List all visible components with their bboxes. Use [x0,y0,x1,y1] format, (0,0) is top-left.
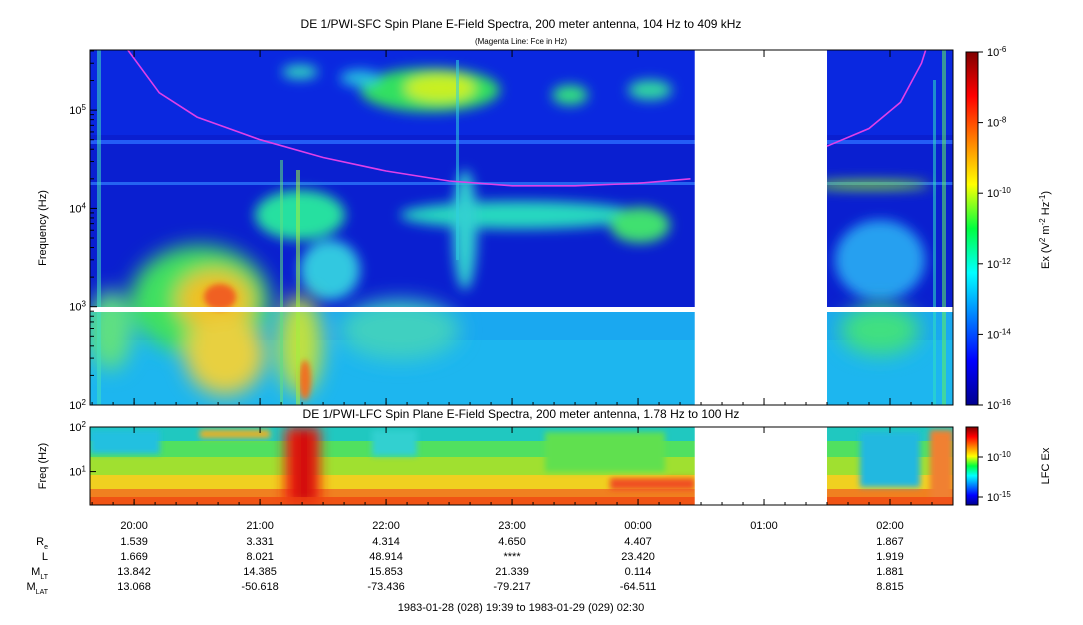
colorbar-tick-label: 10-10 [987,450,1011,465]
ephemeris-value: -79.217 [493,581,530,593]
time-tick-label: 01:00 [750,520,778,532]
ephemeris-row-label: MLT [31,566,49,581]
ephemeris-value: -73.436 [367,581,404,593]
time-tick-label: 20:00 [120,520,148,532]
bottom-colorbar: 10-10 10-15 LFC Ex [965,426,1052,506]
ephemeris-value: 1.881 [876,566,904,578]
time-tick-label: 22:00 [372,520,400,532]
bottom-colorbar-label: LFC Ex [1040,447,1052,484]
ephemeris-row-label: L [42,551,48,563]
time-tick-label: 00:00 [624,520,652,532]
colorbar-tick-label: 10-12 [987,256,1011,271]
top-y-axis: 102 103 104 105 [69,50,97,413]
colorbar-tick-label: 10-16 [987,398,1011,413]
ephemeris-value: 4.407 [624,536,652,548]
top-y-axis-label: Frequency (Hz) [37,190,49,266]
ephemeris-value: 1.669 [120,551,148,563]
ephemeris-table: Re 1.539 3.331 4.314 4.650 4.407 1.867 L 1.669 8.… [27,536,904,596]
ephemeris-row-label: MLAT [27,581,49,596]
ephemeris-row-label: Re [36,536,48,551]
y-tick-label: 102 [69,398,86,413]
y-tick-label: 104 [69,201,86,216]
colorbar-tick-label: 10-6 [987,45,1007,60]
bottom-panel-title: DE 1/PWI-LFC Spin Plane E-Field Spectra,… [303,407,740,421]
top-panel-title: DE 1/PWI-SFC Spin Plane E-Field Spectra,… [301,17,742,31]
ephemeris-value: 8.021 [246,551,274,563]
ephemeris-value: 13.842 [117,566,151,578]
ephemeris-value: -50.618 [241,581,278,593]
ephemeris-value: 15.853 [369,566,403,578]
ephemeris-value: 4.314 [372,536,400,548]
ephemeris-value: **** [503,551,521,563]
fce-line-segment [127,50,691,187]
time-tick-label: 23:00 [498,520,526,532]
ephemeris-value: -64.511 [620,581,657,593]
ephemeris-value: 1.539 [120,536,148,548]
ephemeris-value: 1.867 [876,536,904,548]
bottom-y-axis: 101 102 [69,420,96,479]
ephemeris-value: 1.919 [876,551,904,563]
colorbar-tick-label: 10-15 [987,490,1011,505]
footer-time-range: 1983-01-28 (028) 19:39 to 1983-01-29 (02… [398,602,644,614]
time-tick-label: 21:00 [246,520,274,532]
time-tick-label: 02:00 [876,520,904,532]
y-tick-label: 101 [69,464,86,479]
ephemeris-value: 13.068 [117,581,151,593]
top-colorbar-label: Ex (V2 m-2 Hz-1) [1038,191,1053,269]
top-colorbar: 10-6 10-8 10-10 10-12 10-14 10-16 Ex (V2 m-2 … [965,45,1053,413]
colorbar-tick-label: 10-10 [987,186,1011,201]
ephemeris-value: 14.385 [243,566,277,578]
ephemeris-value: 48.914 [369,551,403,563]
bottom-y-axis-label: Freq (Hz) [37,443,49,489]
top-data-gap [694,50,828,405]
colorbar-tick-label: 10-8 [987,115,1007,130]
bottom-data-gap [694,427,828,505]
ephemeris-value: 3.331 [246,536,274,548]
top-panel-subtitle: (Magenta Line: Fce in Hz) [475,37,567,46]
y-tick-label: 105 [69,103,86,118]
time-axis: 20:00 21:00 22:00 23:00 00:00 01:00 02:00 [91,50,954,532]
y-tick-label: 103 [69,299,86,314]
ephemeris-value: 0.114 [625,566,652,578]
ephemeris-value: 23.420 [621,551,655,563]
bottom-spectrogram [89,426,954,506]
fce-line-segment [826,50,927,147]
top-spectrogram [89,49,954,406]
ephemeris-value: 21.339 [495,566,529,578]
colorbar-tick-label: 10-14 [987,327,1011,342]
y-tick-label: 102 [69,420,86,435]
ephemeris-value: 4.650 [498,536,526,548]
ephemeris-value: 8.815 [876,581,904,593]
